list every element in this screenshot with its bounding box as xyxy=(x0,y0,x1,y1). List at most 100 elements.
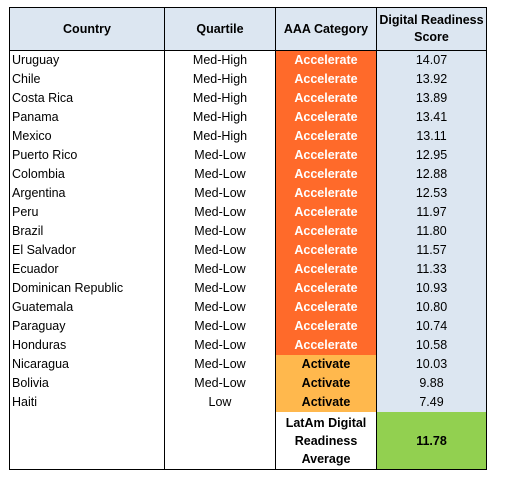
score-cell: 12.53 xyxy=(376,184,487,203)
score-cell: 10.80 xyxy=(376,298,487,317)
country-cell: Colombia xyxy=(9,165,165,184)
quartile-cell: Med-Low xyxy=(164,279,276,298)
country-cell: Mexico xyxy=(9,127,165,146)
header-country: Country xyxy=(9,7,165,51)
score-cell: 13.11 xyxy=(376,127,487,146)
average-value: 11.78 xyxy=(376,412,487,470)
aaa-category-cell: Accelerate xyxy=(275,50,377,70)
score-cell: 12.95 xyxy=(376,146,487,165)
table-row: Nicaragua Med-Low Activate 10.03 xyxy=(9,355,487,374)
quartile-cell: Med-High xyxy=(164,89,276,108)
average-label: LatAm Digital Readiness Average xyxy=(275,412,377,470)
score-cell: 9.88 xyxy=(376,374,487,393)
aaa-category-cell: Accelerate xyxy=(275,260,377,279)
table-header-row: Country Quartile AAA Category Digital Re… xyxy=(9,7,487,51)
aaa-category-cell: Activate xyxy=(275,374,377,393)
country-cell: Panama xyxy=(9,108,165,127)
quartile-cell: Med-High xyxy=(164,70,276,89)
quartile-cell: Med-Low xyxy=(164,260,276,279)
aaa-category-cell: Accelerate xyxy=(275,298,377,317)
aaa-category-cell: Accelerate xyxy=(275,184,377,203)
quartile-cell: Med-High xyxy=(164,127,276,146)
country-cell: El Salvador xyxy=(9,241,165,260)
score-cell: 14.07 xyxy=(376,50,487,70)
quartile-cell: Med-High xyxy=(164,108,276,127)
table-row: Mexico Med-High Accelerate 13.11 xyxy=(9,127,487,146)
score-cell: 10.93 xyxy=(376,279,487,298)
quartile-cell: Med-Low xyxy=(164,165,276,184)
aaa-category-cell: Activate xyxy=(275,393,377,412)
quartile-cell: Med-Low xyxy=(164,317,276,336)
table-row: Peru Med-Low Accelerate 11.97 xyxy=(9,203,487,222)
aaa-category-cell: Accelerate xyxy=(275,279,377,298)
table-body: Uruguay Med-High Accelerate 14.07 Chile Med-H… xyxy=(9,50,487,412)
table-row: Colombia Med-Low Accelerate 12.88 xyxy=(9,165,487,184)
quartile-cell: Med-Low xyxy=(164,184,276,203)
score-cell: 13.92 xyxy=(376,70,487,89)
average-blank-cell xyxy=(164,412,276,470)
country-cell: Ecuador xyxy=(9,260,165,279)
quartile-cell: Med-Low xyxy=(164,298,276,317)
quartile-cell: Med-Low xyxy=(164,336,276,355)
average-row: LatAm Digital Readiness Average 11.78 xyxy=(9,412,487,470)
table-row: Ecuador Med-Low Accelerate 11.33 xyxy=(9,260,487,279)
digital-readiness-table: Country Quartile AAA Category Digital Re… xyxy=(9,7,487,470)
quartile-cell: Med-Low xyxy=(164,203,276,222)
country-cell: Bolivia xyxy=(9,374,165,393)
score-cell: 13.41 xyxy=(376,108,487,127)
aaa-category-cell: Accelerate xyxy=(275,127,377,146)
score-cell: 10.74 xyxy=(376,317,487,336)
table-row: El Salvador Med-Low Accelerate 11.57 xyxy=(9,241,487,260)
score-cell: 12.88 xyxy=(376,165,487,184)
table-row: Brazil Med-Low Accelerate 11.80 xyxy=(9,222,487,241)
quartile-cell: Med-Low xyxy=(164,146,276,165)
header-aaa-category: AAA Category xyxy=(275,7,377,51)
country-cell: Paraguay xyxy=(9,317,165,336)
country-cell: Dominican Republic xyxy=(9,279,165,298)
quartile-cell: Med-High xyxy=(164,50,276,70)
score-cell: 10.58 xyxy=(376,336,487,355)
country-cell: Haiti xyxy=(9,393,165,412)
table-row: Dominican Republic Med-Low Accelerate 10.93 xyxy=(9,279,487,298)
digital-readiness-table-wrapper: Country Quartile AAA Category Digital Re… xyxy=(9,7,487,470)
aaa-category-cell: Accelerate xyxy=(275,89,377,108)
quartile-cell: Med-Low xyxy=(164,222,276,241)
aaa-category-cell: Accelerate xyxy=(275,165,377,184)
table-row: Costa Rica Med-High Accelerate 13.89 xyxy=(9,89,487,108)
country-cell: Nicaragua xyxy=(9,355,165,374)
quartile-cell: Med-Low xyxy=(164,241,276,260)
country-cell: Puerto Rico xyxy=(9,146,165,165)
aaa-category-cell: Accelerate xyxy=(275,146,377,165)
table-row: Honduras Med-Low Accelerate 10.58 xyxy=(9,336,487,355)
quartile-cell: Med-Low xyxy=(164,374,276,393)
country-cell: Honduras xyxy=(9,336,165,355)
country-cell: Uruguay xyxy=(9,50,165,70)
table-row: Chile Med-High Accelerate 13.92 xyxy=(9,70,487,89)
country-cell: Chile xyxy=(9,70,165,89)
aaa-category-cell: Activate xyxy=(275,355,377,374)
table-row: Argentina Med-Low Accelerate 12.53 xyxy=(9,184,487,203)
quartile-cell: Med-Low xyxy=(164,355,276,374)
table-row: Panama Med-High Accelerate 13.41 xyxy=(9,108,487,127)
country-cell: Peru xyxy=(9,203,165,222)
aaa-category-cell: Accelerate xyxy=(275,108,377,127)
average-blank-cell xyxy=(9,412,165,470)
score-cell: 7.49 xyxy=(376,393,487,412)
country-cell: Costa Rica xyxy=(9,89,165,108)
table-row: Puerto Rico Med-Low Accelerate 12.95 xyxy=(9,146,487,165)
score-cell: 10.03 xyxy=(376,355,487,374)
header-digital-readiness-score: Digital Readiness Score xyxy=(376,7,487,51)
header-quartile: Quartile xyxy=(164,7,276,51)
score-cell: 11.97 xyxy=(376,203,487,222)
table-row: Haiti Low Activate 7.49 xyxy=(9,393,487,412)
country-cell: Brazil xyxy=(9,222,165,241)
aaa-category-cell: Accelerate xyxy=(275,317,377,336)
score-cell: 11.33 xyxy=(376,260,487,279)
aaa-category-cell: Accelerate xyxy=(275,241,377,260)
table-row: Uruguay Med-High Accelerate 14.07 xyxy=(9,50,487,70)
table-row: Guatemala Med-Low Accelerate 10.80 xyxy=(9,298,487,317)
score-cell: 11.80 xyxy=(376,222,487,241)
aaa-category-cell: Accelerate xyxy=(275,70,377,89)
aaa-category-cell: Accelerate xyxy=(275,203,377,222)
aaa-category-cell: Accelerate xyxy=(275,222,377,241)
